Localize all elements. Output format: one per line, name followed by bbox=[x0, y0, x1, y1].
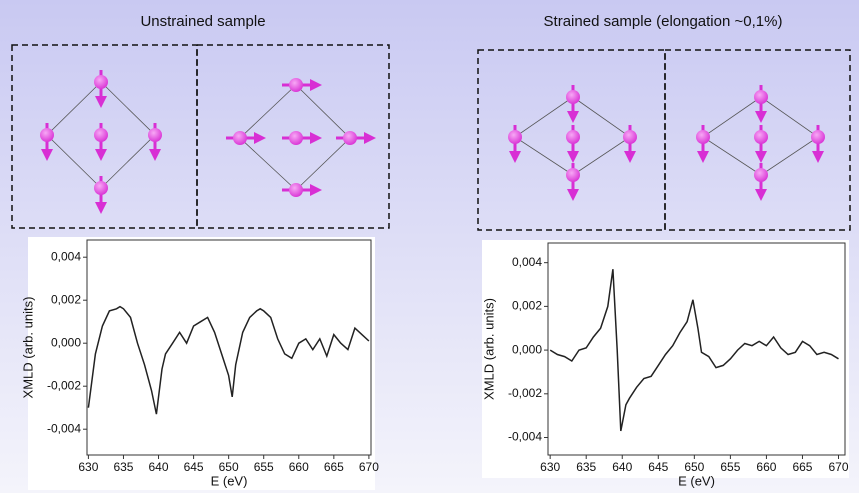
atom bbox=[289, 131, 303, 145]
x-tick-label: 630 bbox=[540, 460, 560, 474]
panel-title: Strained sample (elongation ~0,1%) bbox=[544, 13, 783, 30]
y-tick-label: 0,002 bbox=[512, 299, 542, 313]
x-tick-label: 655 bbox=[720, 460, 740, 474]
x-tick-label: 630 bbox=[78, 460, 98, 474]
y-tick-label: -0,002 bbox=[47, 378, 81, 392]
x-tick-label: 640 bbox=[612, 460, 632, 474]
atom bbox=[94, 128, 108, 142]
x-tick-label: 665 bbox=[792, 460, 812, 474]
x-tick-label: 655 bbox=[254, 460, 274, 474]
y-tick-label: 0,004 bbox=[51, 249, 81, 263]
x-tick-label: 645 bbox=[648, 460, 668, 474]
atom bbox=[754, 130, 768, 144]
data-line bbox=[549, 269, 839, 432]
charts: Unstrained sample 630 635 640 645 650 655 660 66… bbox=[20, 13, 849, 490]
y-tick-label: 0,000 bbox=[512, 342, 542, 356]
atom bbox=[623, 130, 637, 144]
x-tick-label: 635 bbox=[113, 460, 133, 474]
x-tick-label: 650 bbox=[684, 460, 704, 474]
x-axis-label: E (eV) bbox=[211, 473, 248, 488]
panel-title: Unstrained sample bbox=[140, 13, 265, 30]
atom bbox=[94, 181, 108, 195]
y-axis-label: XMLD (arb. units) bbox=[20, 297, 35, 399]
atom bbox=[811, 130, 825, 144]
y-tick-label: 0,000 bbox=[51, 335, 81, 349]
x-tick-label: 660 bbox=[756, 460, 776, 474]
atom bbox=[696, 130, 710, 144]
y-tick-label: 0,002 bbox=[51, 292, 81, 306]
spin-atoms bbox=[40, 70, 825, 214]
y-tick-label: -0,004 bbox=[508, 430, 542, 444]
atom bbox=[754, 168, 768, 182]
plot-background bbox=[28, 237, 375, 490]
y-tick-label: -0,004 bbox=[47, 421, 81, 435]
atom bbox=[343, 131, 357, 145]
atom bbox=[40, 128, 54, 142]
x-tick-label: 640 bbox=[149, 460, 169, 474]
atom bbox=[148, 128, 162, 142]
x-tick-label: 670 bbox=[359, 460, 379, 474]
plot-background bbox=[482, 240, 849, 478]
x-tick-label: 670 bbox=[828, 460, 848, 474]
atom bbox=[566, 130, 580, 144]
y-tick-label: -0,002 bbox=[508, 386, 542, 400]
atom bbox=[233, 131, 247, 145]
atom bbox=[754, 90, 768, 104]
atom bbox=[289, 78, 303, 92]
plot-frame bbox=[547, 242, 846, 456]
y-tick-label: 0,004 bbox=[512, 255, 542, 269]
x-tick-label: 665 bbox=[324, 460, 344, 474]
diagram-frames bbox=[11, 44, 851, 231]
x-axis-label: E (eV) bbox=[678, 473, 715, 488]
data-line bbox=[87, 305, 370, 415]
atom bbox=[566, 168, 580, 182]
atom bbox=[94, 75, 108, 89]
atom bbox=[289, 183, 303, 197]
x-tick-label: 660 bbox=[289, 460, 309, 474]
x-tick-label: 645 bbox=[184, 460, 204, 474]
x-tick-label: 650 bbox=[219, 460, 239, 474]
atom bbox=[508, 130, 522, 144]
y-axis-label: XMLD (arb. units) bbox=[481, 298, 496, 400]
atom bbox=[566, 90, 580, 104]
x-tick-label: 635 bbox=[576, 460, 596, 474]
